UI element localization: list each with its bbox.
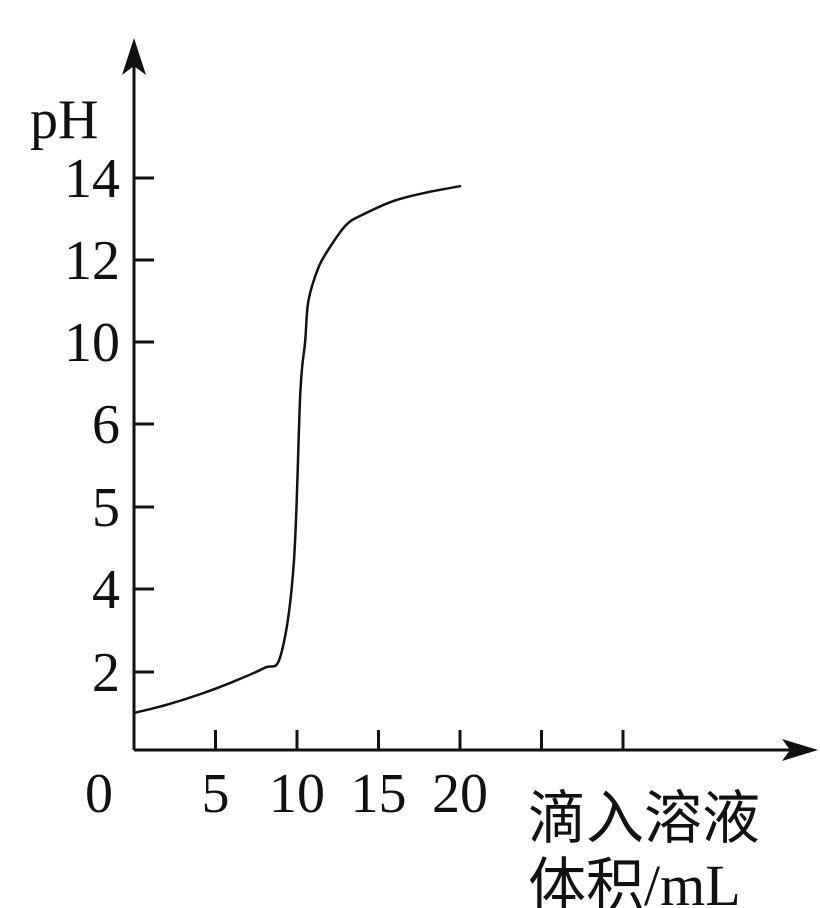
x-axis-label-line1: 滴入溶液	[528, 786, 760, 851]
y-tick-label: 14	[64, 148, 120, 210]
axes	[122, 38, 818, 761]
y-axis-label: pH	[30, 89, 98, 151]
y-ticks: 2 4 5 6 10 12 14	[64, 148, 154, 704]
y-tick-label: 4	[92, 559, 120, 621]
x-tick-label: 10	[269, 763, 325, 825]
y-tick-label: 5	[92, 477, 120, 539]
y-tick-label: 2	[92, 642, 120, 704]
x-ticks: 5 10 15 20	[202, 730, 625, 825]
x-tick-label: 20	[432, 763, 488, 825]
y-tick-label: 6	[92, 394, 120, 456]
x-axis-arrow	[782, 739, 818, 761]
origin-label: 0	[85, 763, 113, 825]
y-tick-label: 12	[64, 230, 120, 292]
x-tick-label: 5	[202, 763, 230, 825]
x-tick-label: 15	[351, 763, 407, 825]
y-tick-label: 10	[64, 312, 120, 374]
ph-curve	[132, 184, 462, 715]
x-axis-label-line2: 体积/mL	[528, 853, 741, 908]
y-axis-arrow	[122, 38, 146, 75]
